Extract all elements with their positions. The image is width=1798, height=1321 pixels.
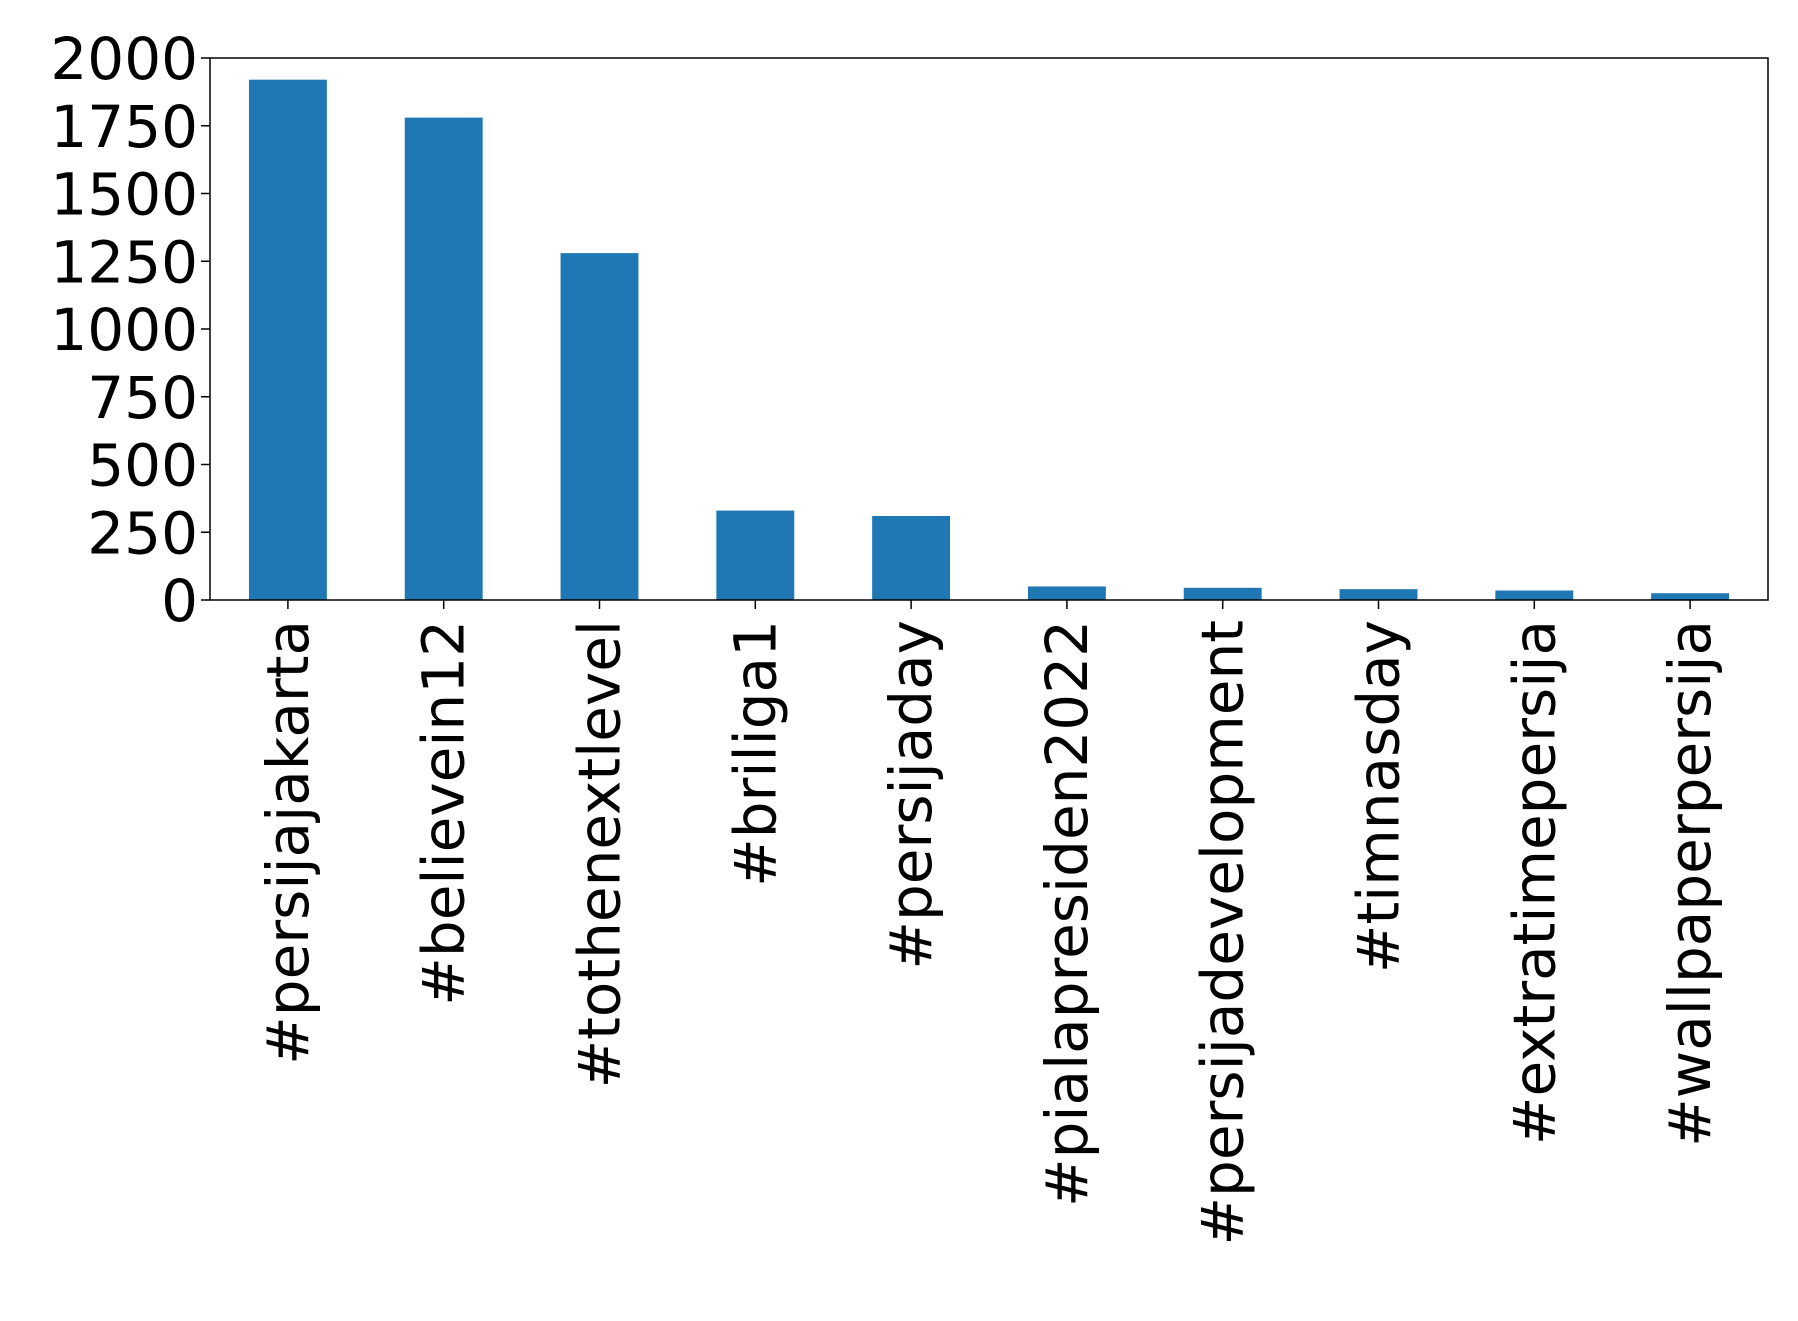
bars-group [248, 79, 1730, 601]
x-tick-label: #pialapresiden2022 [1033, 620, 1101, 1207]
x-axis: #persijajakarta #believein12 #tothenextlev… [254, 600, 1724, 1246]
x-tick-label: #extratimepersija [1500, 620, 1568, 1145]
x-tick-label: #tothenextlevel [566, 620, 634, 1088]
y-tick-label: 1250 [50, 228, 198, 296]
y-tick-label: 250 [87, 499, 198, 567]
bar-pialapresiden2022 [1027, 586, 1106, 600]
y-tick-label: 500 [87, 432, 198, 500]
bar-persijajakarta [248, 79, 327, 601]
bar-persijadevelopment [1183, 587, 1262, 600]
bar-tothenextlevel [560, 253, 639, 600]
x-tick-label: #persijaday [877, 620, 945, 970]
y-tick-label: 750 [87, 364, 198, 432]
x-tick-label: #timnasday [1345, 620, 1413, 973]
y-tick-label: 1500 [50, 161, 198, 229]
x-tick-label: #believein12 [410, 620, 478, 1006]
plot-frame [209, 57, 1769, 601]
y-tick-label: 1750 [50, 93, 198, 161]
x-tick-label: #persijajakarta [254, 620, 322, 1065]
bar-timnasday [1339, 589, 1418, 600]
bar-believein12 [404, 117, 483, 601]
x-tick-label: #briliga1 [721, 620, 789, 887]
bar-extratimepersija [1495, 590, 1574, 600]
x-tick-label: #wallpaperpersija [1656, 620, 1724, 1147]
bar-persijaday [872, 515, 951, 600]
y-tick-label: 2000 [50, 25, 198, 93]
bar-wallpaperpersija [1651, 593, 1730, 600]
bar-briliga1 [716, 510, 795, 600]
y-tick-label: 1000 [50, 296, 198, 364]
y-tick-label: 0 [161, 567, 198, 635]
x-tick-label: #persijadevelopment [1189, 620, 1257, 1246]
